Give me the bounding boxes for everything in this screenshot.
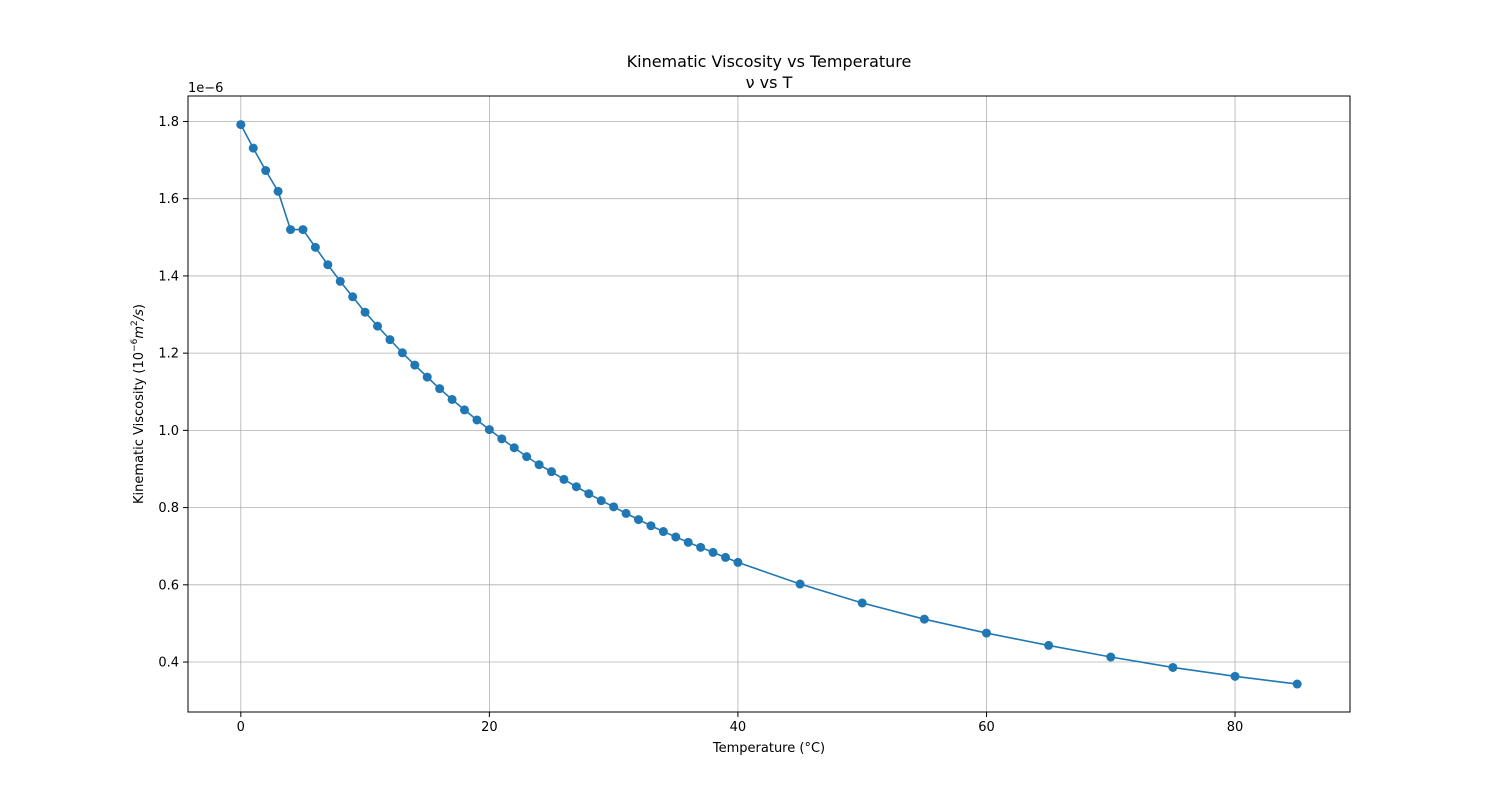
data-point bbox=[335, 276, 345, 286]
y-tick-label: 0.6 bbox=[158, 578, 179, 593]
x-tick-label: 0 bbox=[237, 720, 245, 735]
x-axis: 0 20 40 60 80 bbox=[237, 712, 1244, 735]
data-point bbox=[534, 460, 544, 470]
data-point bbox=[658, 527, 668, 537]
data-point bbox=[733, 557, 743, 567]
data-point bbox=[348, 292, 358, 302]
data-point bbox=[310, 242, 320, 252]
x-tick-label: 60 bbox=[978, 720, 995, 735]
x-tick-label: 20 bbox=[481, 720, 498, 735]
data-point bbox=[634, 515, 644, 525]
data-point bbox=[547, 467, 557, 477]
data-point bbox=[609, 502, 619, 512]
data-point bbox=[360, 307, 370, 317]
y-offset-label: 1e−6 bbox=[188, 81, 223, 96]
data-point bbox=[497, 434, 507, 444]
y-tick-label: 1.4 bbox=[158, 269, 179, 284]
data-point bbox=[1292, 679, 1302, 689]
data-point bbox=[286, 225, 296, 235]
data-point bbox=[1044, 640, 1054, 650]
data-point bbox=[671, 532, 681, 542]
chart-subtitle: ν vs T bbox=[746, 73, 793, 92]
data-point bbox=[422, 372, 432, 382]
data-point bbox=[410, 360, 420, 370]
data-point bbox=[385, 335, 395, 345]
data-point bbox=[559, 474, 569, 484]
x-axis-label: Temperature (°C) bbox=[712, 741, 825, 756]
data-point bbox=[273, 186, 283, 196]
data-point bbox=[248, 143, 258, 153]
data-point bbox=[323, 260, 333, 270]
data-point bbox=[696, 542, 706, 552]
data-point bbox=[472, 415, 482, 425]
data-point bbox=[460, 405, 470, 415]
data-point bbox=[919, 614, 929, 624]
data-point bbox=[596, 496, 606, 506]
y-tick-label: 1.2 bbox=[158, 347, 179, 362]
plot-area-background bbox=[188, 96, 1350, 712]
data-point bbox=[373, 321, 383, 331]
data-point bbox=[857, 598, 867, 608]
y-tick-label: 1.8 bbox=[158, 115, 179, 130]
data-point bbox=[981, 628, 991, 638]
data-point bbox=[484, 425, 494, 435]
x-tick-label: 40 bbox=[730, 720, 747, 735]
data-point bbox=[571, 482, 581, 492]
data-point bbox=[1230, 671, 1240, 681]
y-axis: 0.4 0.6 0.8 1.0 1.2 1.4 1.6 1.8 bbox=[158, 115, 188, 671]
data-point bbox=[646, 521, 656, 531]
data-point bbox=[509, 443, 519, 453]
plot-area-frame bbox=[187, 95, 1351, 713]
data-point bbox=[397, 348, 407, 358]
chart-title: Kinematic Viscosity vs Temperature bbox=[627, 52, 912, 71]
data-point bbox=[447, 394, 457, 404]
y-tick-label: 1.0 bbox=[158, 424, 179, 439]
data-point bbox=[261, 166, 271, 176]
data-point bbox=[522, 452, 532, 462]
y-tick-label: 0.8 bbox=[158, 501, 179, 516]
grid bbox=[188, 96, 1350, 712]
x-tick-label: 80 bbox=[1227, 720, 1244, 735]
data-point bbox=[435, 384, 445, 394]
y-axis-label: Kinematic Viscosity (10−6m2/s) bbox=[130, 304, 147, 504]
y-tick-label: 1.6 bbox=[158, 192, 179, 207]
data-point bbox=[1168, 662, 1178, 672]
data-point bbox=[683, 537, 693, 547]
series bbox=[236, 120, 1302, 689]
data-point bbox=[584, 489, 594, 499]
data-point bbox=[621, 508, 631, 518]
data-point bbox=[298, 225, 308, 235]
data-point bbox=[708, 547, 718, 557]
y-tick-label: 0.4 bbox=[158, 656, 179, 671]
data-point bbox=[795, 579, 805, 589]
data-point bbox=[721, 552, 731, 562]
data-point bbox=[236, 120, 246, 130]
data-point bbox=[1106, 652, 1116, 662]
